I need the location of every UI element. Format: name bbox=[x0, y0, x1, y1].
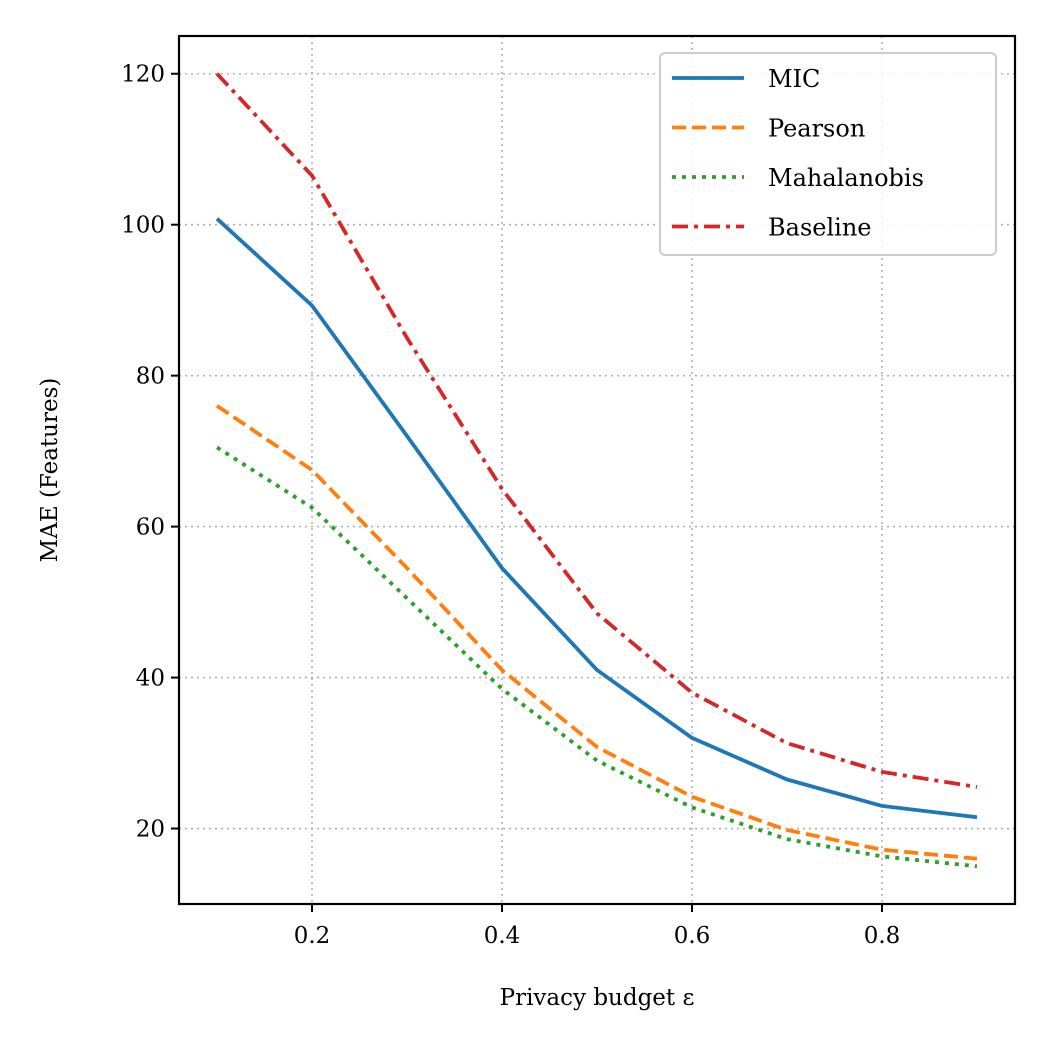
series-line-mic bbox=[215, 217, 978, 820]
x-tick-label: 0.6 bbox=[674, 923, 711, 949]
y-tick-label: 120 bbox=[121, 62, 165, 88]
legend-label-baseline: Baseline bbox=[768, 214, 871, 242]
y-axis: 20 40 60 80 100 120 bbox=[121, 62, 179, 843]
legend-label-mahalanobis: Mahalanobis bbox=[768, 164, 924, 192]
x-axis: 0.2 0.4 0.6 0.8 bbox=[294, 904, 901, 949]
legend-box bbox=[659, 52, 997, 256]
x-axis-label: Privacy budget ε bbox=[500, 985, 695, 1011]
series-line-pearson bbox=[215, 404, 978, 861]
series-line-baseline bbox=[215, 72, 978, 789]
x-tick-label: 0.8 bbox=[864, 923, 901, 949]
y-tick-label: 20 bbox=[136, 817, 165, 843]
y-tick-label: 60 bbox=[136, 515, 165, 541]
legend: MIC Pearson Mahalanobis Baseline bbox=[659, 52, 997, 256]
y-tick-label: 40 bbox=[136, 666, 165, 692]
series-line-mahalanobis bbox=[215, 445, 978, 869]
y-tick-label: 100 bbox=[121, 213, 165, 239]
y-axis-label: MAE (Features) bbox=[37, 378, 63, 563]
series-lines bbox=[215, 72, 978, 869]
plot-frame bbox=[177, 34, 1017, 906]
x-tick-label: 0.4 bbox=[484, 923, 521, 949]
legend-label-mic: MIC bbox=[768, 65, 820, 93]
legend-label-pearson: Pearson bbox=[768, 115, 865, 143]
y-tick-label: 80 bbox=[136, 364, 165, 390]
x-tick-label: 0.2 bbox=[294, 923, 331, 949]
